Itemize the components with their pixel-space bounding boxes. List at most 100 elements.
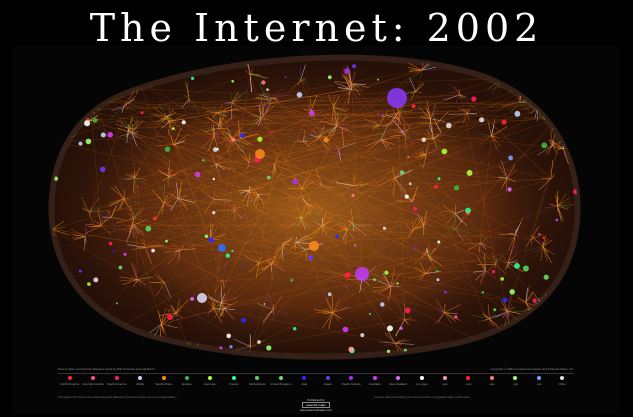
network-link [305, 249, 308, 262]
network-link [164, 282, 172, 298]
network-link [557, 205, 564, 221]
network-node [229, 345, 233, 349]
network-link [258, 94, 272, 99]
network-link [332, 312, 340, 322]
network-node [377, 78, 379, 81]
network-link [306, 198, 311, 204]
network-node [296, 92, 303, 98]
network-link [131, 132, 323, 187]
network-link [492, 350, 501, 354]
network-link [260, 107, 571, 118]
network-link [246, 190, 250, 207]
network-link [390, 283, 396, 287]
network-link [404, 317, 412, 321]
network-link [408, 62, 422, 71]
network-link [561, 116, 563, 121]
legend-swatch [396, 376, 401, 380]
network-node [62, 285, 67, 290]
network-link [569, 91, 571, 105]
network-node [369, 313, 371, 315]
legend-swatch [255, 376, 260, 380]
network-node [441, 148, 448, 155]
network-node [403, 348, 407, 352]
network-link [318, 135, 334, 138]
legend-item: .edu [480, 376, 503, 394]
network-link [339, 228, 347, 230]
network-link [240, 138, 254, 146]
network-link [347, 185, 355, 194]
network-node [263, 303, 266, 305]
legend-label: Europe [182, 382, 192, 386]
network-link [552, 144, 559, 154]
network-link [213, 304, 217, 309]
network-link [254, 257, 260, 264]
network-link [372, 125, 380, 131]
network-link [79, 99, 93, 111]
legend-item: .org [504, 376, 527, 394]
network-link [134, 173, 139, 179]
network-node [522, 265, 529, 272]
network-link [178, 198, 516, 235]
network-node [123, 252, 127, 256]
legend-label: Africa [136, 382, 144, 386]
network-link [73, 109, 80, 120]
network-link [92, 81, 95, 89]
network-link [89, 205, 99, 213]
legend-label: .gov [442, 382, 448, 386]
network-link [274, 154, 279, 165]
network-link [398, 302, 405, 320]
network-link [167, 121, 171, 136]
legend-label: .int .arpa [415, 382, 428, 386]
network-link [178, 195, 188, 199]
network-link [346, 223, 351, 230]
network-link [231, 94, 241, 103]
network-link [336, 115, 348, 126]
network-link [490, 348, 501, 351]
network-link [500, 178, 508, 190]
network-link [222, 280, 227, 282]
network-link [123, 106, 431, 119]
network-link [540, 246, 544, 262]
network-link [444, 312, 452, 324]
network-link [550, 76, 554, 92]
network-link [446, 213, 456, 224]
network-link [138, 74, 143, 78]
network-link [314, 309, 333, 314]
network-link [110, 187, 125, 199]
network-link [51, 141, 58, 149]
legend-item: .gov [433, 376, 456, 394]
network-link [306, 203, 315, 209]
network-link [159, 323, 162, 337]
network-link [208, 301, 214, 309]
network-link [394, 340, 401, 344]
network-link [553, 71, 560, 77]
network-hub [255, 149, 265, 159]
network-link [444, 303, 446, 313]
network-link [419, 154, 427, 158]
network-link [177, 198, 182, 210]
network-link [57, 141, 307, 204]
network-link [215, 123, 437, 165]
network-link [301, 137, 319, 190]
network-link [222, 102, 233, 108]
network-link [415, 91, 422, 94]
network-link [164, 112, 171, 122]
network-link [538, 178, 552, 191]
network-link [444, 312, 461, 321]
network-link [249, 68, 254, 75]
network-link [116, 120, 130, 129]
network-link [552, 108, 562, 117]
network-link [306, 203, 311, 215]
legend-swatch [466, 376, 471, 380]
network-link [378, 110, 380, 126]
network-link [88, 120, 445, 313]
network-node [373, 278, 376, 282]
network-link [489, 311, 494, 319]
network-link [217, 111, 230, 114]
network-node [454, 315, 458, 319]
network-link [301, 188, 306, 192]
network-link [555, 92, 573, 102]
network-link [249, 73, 261, 84]
network-link [332, 312, 340, 318]
network-link [279, 244, 283, 259]
